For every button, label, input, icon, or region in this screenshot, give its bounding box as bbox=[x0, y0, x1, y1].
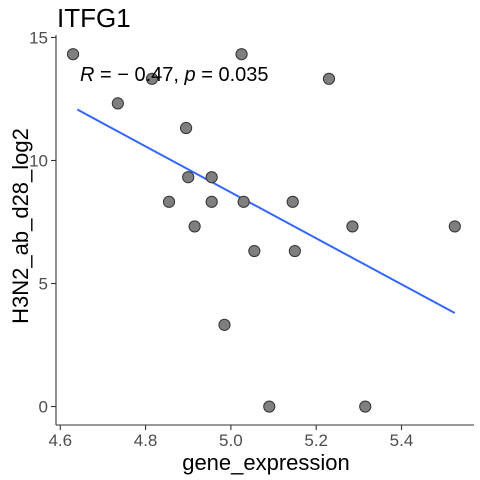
data-point bbox=[448, 220, 461, 233]
data-point bbox=[218, 318, 231, 331]
y-tick-label: 15 bbox=[29, 28, 48, 47]
x-tick-label: 4.6 bbox=[48, 431, 72, 450]
y-tick-label: 0 bbox=[39, 398, 48, 417]
data-point bbox=[182, 171, 195, 184]
data-point bbox=[188, 220, 201, 233]
p-label: p bbox=[184, 64, 196, 86]
data-point bbox=[322, 72, 336, 85]
data-point bbox=[263, 400, 276, 413]
data-points bbox=[66, 48, 461, 413]
r-value: = − 0.47, bbox=[94, 64, 184, 86]
x-tick-label: 5.0 bbox=[219, 431, 243, 450]
data-point bbox=[288, 244, 301, 258]
x-tick-label: 5.2 bbox=[304, 431, 328, 450]
y-axis-title: H3N2_ab_d28_log2 bbox=[8, 128, 33, 324]
correlation-annotation: R = − 0.47, p = 0.035 bbox=[80, 64, 269, 86]
x-tick-label: 5.4 bbox=[390, 431, 414, 450]
data-point bbox=[237, 195, 250, 208]
data-point bbox=[235, 48, 248, 61]
p-value: = 0.035 bbox=[196, 64, 269, 86]
y-axis: 0 5 10 15 bbox=[29, 28, 57, 425]
regression-line bbox=[76, 108, 456, 314]
data-point bbox=[205, 171, 218, 184]
data-point bbox=[111, 97, 124, 110]
y-tick-label: 10 bbox=[29, 151, 48, 170]
x-axis: 4.6 4.8 5.0 5.2 5.4 bbox=[48, 424, 474, 450]
data-point bbox=[66, 48, 80, 61]
data-point bbox=[248, 244, 261, 258]
regression-line-group bbox=[76, 108, 456, 314]
x-tick-label: 4.8 bbox=[134, 431, 158, 450]
r-label: R bbox=[80, 64, 94, 86]
data-point bbox=[346, 220, 359, 233]
data-point bbox=[205, 195, 218, 208]
chart-title: ITFG1 bbox=[57, 3, 131, 33]
data-point bbox=[162, 195, 176, 208]
x-axis-title: gene_expression bbox=[182, 450, 350, 475]
y-tick-label: 5 bbox=[39, 275, 48, 294]
data-point bbox=[359, 400, 372, 413]
data-point bbox=[179, 121, 193, 135]
data-point bbox=[145, 72, 159, 85]
data-point bbox=[286, 195, 299, 208]
